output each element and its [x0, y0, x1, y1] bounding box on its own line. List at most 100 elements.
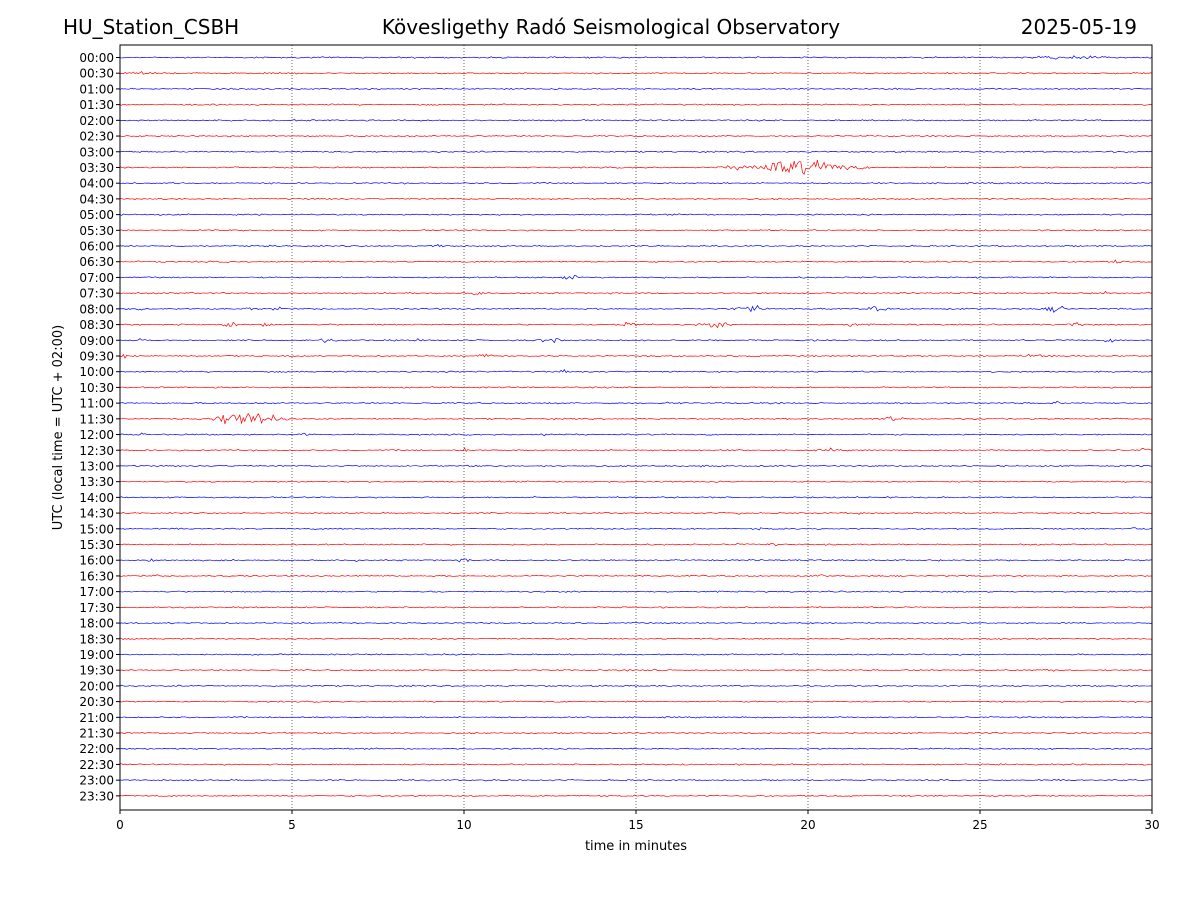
y-tick-label: 20:30	[79, 695, 114, 709]
chart-title: Kövesligethy Radó Seismological Observat…	[381, 15, 841, 39]
x-tick-label: 10	[456, 818, 471, 832]
y-tick-label: 08:00	[79, 302, 114, 316]
y-axis-label: UTC (local time = UTC + 02:00)	[51, 325, 66, 530]
trace-1830	[119, 637, 1153, 641]
x-tick-label: 25	[972, 818, 987, 832]
y-tick-label: 05:30	[79, 224, 114, 238]
y-tick-label: 08:30	[79, 318, 114, 332]
x-axis-label: time in minutes	[585, 839, 687, 854]
y-tick-label: 11:30	[79, 412, 114, 426]
y-tick-label: 14:30	[79, 507, 114, 521]
trace-2000	[119, 684, 1153, 688]
y-tick-label: 12:00	[79, 428, 114, 442]
trace-1300	[119, 464, 1153, 468]
trace-2030	[119, 700, 1153, 703]
y-tick-label: 09:00	[79, 334, 114, 348]
y-tick-label: 03:00	[79, 145, 114, 159]
trace-1400	[119, 495, 1153, 499]
y-tick-label: 14:00	[79, 491, 114, 505]
trace-0630	[119, 259, 1153, 264]
y-tick-label: 02:00	[79, 114, 114, 128]
x-tick-label: 15	[628, 818, 643, 832]
y-tick-label: 04:00	[79, 177, 114, 191]
y-tick-label: 04:30	[79, 192, 114, 206]
y-tick-label: 23:00	[79, 774, 114, 788]
y-tick-label: 06:30	[79, 255, 114, 269]
y-tick-label: 21:00	[79, 711, 114, 725]
trace-0330	[119, 160, 1153, 175]
x-tick-label: 0	[116, 818, 124, 832]
y-tick-label: 12:30	[79, 444, 114, 458]
y-tick-label: 17:30	[79, 601, 114, 615]
x-ticks: 0 5 10 15 20 25 30	[116, 810, 1160, 832]
trace-1930	[119, 668, 1153, 672]
trace-1030	[119, 386, 1153, 389]
trace-0230	[119, 134, 1153, 138]
traces	[119, 55, 1153, 797]
trace-0430	[119, 197, 1153, 201]
trace-0800	[119, 304, 1153, 313]
trace-0030	[119, 71, 1153, 75]
trace-1330	[119, 480, 1153, 483]
trace-0930	[119, 353, 1153, 359]
y-tick-label: 07:30	[79, 287, 114, 301]
y-tick-label: 11:00	[79, 397, 114, 411]
trace-0130	[119, 103, 1153, 106]
trace-1500	[119, 527, 1153, 531]
y-tick-label: 05:00	[79, 208, 114, 222]
trace-0300	[119, 150, 1153, 154]
trace-0600	[119, 244, 1153, 248]
y-tick-label: 17:00	[79, 585, 114, 599]
y-tick-label: 19:00	[79, 648, 114, 662]
y-tick-label: 21:30	[79, 727, 114, 741]
trace-2330	[119, 794, 1153, 797]
y-tick-label: 16:30	[79, 569, 114, 583]
station-name: HU_Station_CSBH	[63, 15, 240, 39]
trace-0500	[119, 213, 1153, 216]
y-tick-label: 03:30	[79, 161, 114, 175]
trace-0000	[119, 55, 1153, 60]
trace-0200	[119, 119, 1153, 122]
trace-1430	[119, 511, 1153, 515]
trace-2130	[119, 731, 1153, 735]
trace-1900	[119, 653, 1153, 656]
trace-1800	[119, 621, 1153, 625]
trace-1730	[119, 606, 1153, 609]
grid-lines	[291, 45, 981, 810]
y-tick-label: 23:30	[79, 789, 114, 803]
trace-2300	[119, 778, 1153, 782]
trace-1100	[119, 400, 1153, 405]
trace-1600	[119, 558, 1153, 563]
y-tick-label: 19:30	[79, 664, 114, 678]
trace-0730	[119, 290, 1153, 295]
y-tick-label: 01:30	[79, 98, 114, 112]
y-tick-label: 10:00	[79, 365, 114, 379]
y-tick-label: 07:00	[79, 271, 114, 285]
trace-1130	[119, 413, 1153, 425]
y-tick-label: 22:30	[79, 758, 114, 772]
y-tick-label: 06:00	[79, 240, 114, 254]
x-tick-label: 20	[800, 818, 815, 832]
trace-1530	[119, 542, 1153, 547]
y-tick-label: 18:00	[79, 617, 114, 631]
trace-1630	[119, 574, 1153, 578]
trace-1000	[119, 369, 1153, 374]
trace-0900	[119, 338, 1153, 344]
y-tick-label: 13:00	[79, 459, 114, 473]
trace-0100	[119, 87, 1153, 91]
trace-2230	[119, 763, 1153, 766]
y-tick-label: 00:00	[79, 51, 114, 65]
trace-1230	[119, 447, 1153, 453]
chart-date: 2025-05-19	[1020, 15, 1137, 39]
x-tick-label: 30	[1144, 818, 1159, 832]
y-tick-label: 01:00	[79, 82, 114, 96]
trace-0530	[119, 229, 1153, 232]
y-tick-label: 20:00	[79, 679, 114, 693]
trace-0830	[119, 321, 1153, 329]
y-tick-label: 13:30	[79, 475, 114, 489]
trace-1200	[119, 432, 1153, 437]
y-tick-label: 16:00	[79, 554, 114, 568]
y-tick-label: 00:30	[79, 67, 114, 81]
